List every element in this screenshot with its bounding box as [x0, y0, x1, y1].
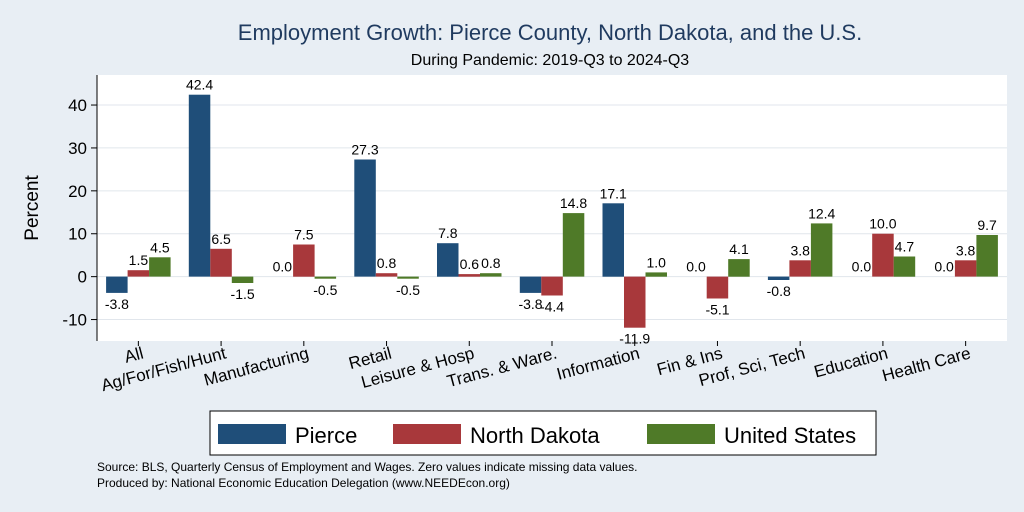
data-label: 7.8 — [438, 225, 458, 241]
data-label: -0.5 — [313, 282, 337, 298]
data-label: -0.5 — [396, 282, 420, 298]
data-label: 9.7 — [977, 217, 997, 233]
data-labels: -3.8 42.4 0.0 27.3 7.8 -3.8 17.1 0.0 -0.8 0.0 0.0 1… — [105, 77, 997, 347]
data-label: 14.8 — [560, 195, 587, 211]
data-label: -0.8 — [767, 283, 791, 299]
chart-title: Employment Growth: Pierce County, North … — [238, 20, 862, 45]
data-label: 1.0 — [646, 254, 666, 270]
bar — [602, 203, 624, 277]
legend-swatch-pierce — [218, 424, 286, 444]
legend-swatch-north-dakota — [393, 424, 461, 444]
x-tick-label: Information — [555, 344, 642, 384]
plot-area — [97, 75, 1007, 341]
y-tick-label: 30 — [68, 139, 87, 158]
data-label: 6.5 — [211, 231, 231, 247]
source-note: Source: BLS, Quarterly Census of Employm… — [97, 460, 637, 474]
data-label: 12.4 — [808, 205, 835, 221]
x-tick-label: Health Care — [880, 344, 973, 386]
bar — [624, 276, 646, 328]
data-label: 0.8 — [481, 255, 501, 271]
bar — [810, 223, 833, 277]
data-label: 10.0 — [869, 216, 896, 232]
bar — [231, 276, 254, 283]
data-label: 3.8 — [956, 242, 976, 258]
data-label: 3.8 — [790, 242, 810, 258]
legend: Pierce North Dakota United States — [209, 410, 877, 456]
data-label: -5.1 — [705, 302, 729, 318]
data-label: 4.1 — [729, 241, 749, 257]
bar — [728, 259, 750, 277]
data-label: -4.4 — [540, 299, 564, 315]
bar — [106, 276, 128, 293]
bar — [789, 260, 811, 277]
y-tick-label: 0 — [78, 268, 87, 287]
legend-label-united-states: United States — [724, 423, 856, 448]
bar — [480, 273, 502, 277]
data-label: 4.7 — [895, 239, 915, 255]
data-label: 0.6 — [460, 256, 480, 272]
bar — [437, 243, 459, 277]
data-label: 0.0 — [273, 259, 293, 275]
bar — [293, 244, 315, 277]
bar — [354, 159, 376, 277]
bar — [210, 248, 232, 277]
bar — [706, 276, 729, 299]
bar — [893, 256, 916, 277]
data-label: 42.4 — [186, 77, 213, 93]
data-label: -11.9 — [619, 331, 650, 347]
bar — [397, 276, 419, 279]
legend-label-pierce: Pierce — [295, 423, 357, 448]
bar — [872, 233, 894, 277]
bar — [458, 274, 480, 277]
bar — [976, 235, 998, 277]
bar — [519, 276, 542, 293]
bar — [375, 273, 398, 277]
y-tick-label: -10 — [62, 311, 87, 330]
bar — [562, 213, 585, 277]
data-label: 0.0 — [934, 259, 954, 275]
bar — [149, 257, 171, 277]
y-ticks: -10 0 10 20 30 40 — [62, 96, 97, 330]
bar — [767, 276, 790, 280]
data-label: 17.1 — [600, 185, 627, 201]
bar — [541, 276, 563, 296]
bars — [106, 94, 998, 328]
bar — [954, 260, 977, 277]
data-label: 4.5 — [150, 239, 170, 255]
bar — [188, 94, 211, 277]
x-tick-label: Education — [812, 344, 890, 382]
bar — [127, 270, 150, 277]
legend-label-north-dakota: North Dakota — [470, 423, 600, 448]
data-label: 7.5 — [294, 227, 314, 243]
y-tick-label: 40 — [68, 96, 87, 115]
data-label: -1.5 — [231, 286, 255, 302]
legend-swatch-united-states — [647, 424, 715, 444]
data-label: 27.3 — [351, 142, 378, 158]
data-label: -3.8 — [518, 296, 542, 312]
data-label: 0.0 — [852, 259, 872, 275]
data-label: -3.8 — [105, 296, 129, 312]
y-tick-label: 20 — [68, 182, 87, 201]
producer-note: Produced by: National Economic Education… — [97, 476, 510, 490]
chart-subtitle: During Pandemic: 2019-Q3 to 2024-Q3 — [411, 52, 689, 69]
y-axis-label: Percent — [22, 175, 43, 241]
bar — [314, 276, 337, 279]
bar — [645, 272, 667, 277]
y-tick-label: 10 — [68, 225, 87, 244]
data-label: 0.0 — [686, 259, 706, 275]
data-label: 1.5 — [129, 252, 149, 268]
data-label: 0.8 — [377, 255, 397, 271]
legend-box — [209, 410, 877, 456]
x-tick-label: All — [122, 344, 145, 367]
